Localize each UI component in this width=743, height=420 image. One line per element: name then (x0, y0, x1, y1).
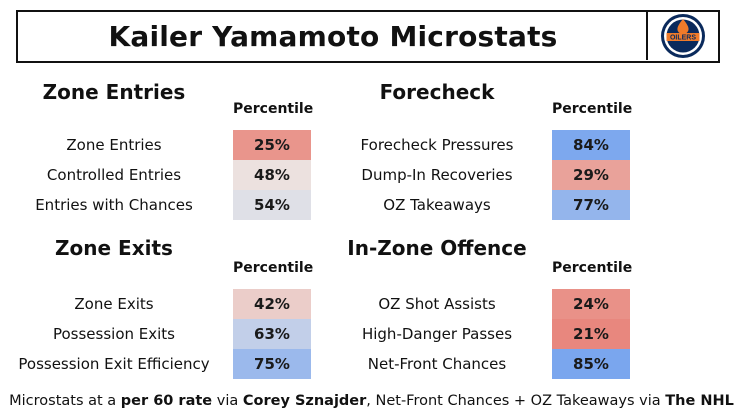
section-title: Zone Exits (55, 236, 173, 260)
team-logo: OILERS (646, 12, 718, 60)
percentile-cell: 85% (552, 349, 630, 379)
footer-rate: per 60 rate (120, 393, 213, 409)
oilers-logo-icon: OILERS (661, 14, 705, 58)
title-box: Kailer Yamamoto Microstats OILERS (16, 10, 720, 63)
page-title: Kailer Yamamoto Microstats (108, 19, 558, 53)
stat-label: OZ Shot Assists (378, 295, 496, 313)
stat-label: OZ Takeaways (383, 196, 491, 214)
percentile-header: Percentile (552, 260, 633, 276)
footer-source-nhl: The NHL (665, 393, 734, 409)
percentile-cell: 54% (233, 190, 311, 220)
footer-text-2: via (212, 393, 243, 409)
percentile-cell: 48% (233, 160, 311, 190)
percentile-cell: 29% (552, 160, 630, 190)
percentile-header: Percentile (233, 101, 314, 117)
percentile-header: Percentile (233, 260, 314, 276)
source-footer: Microstats at a per 60 rate via Corey Sz… (0, 393, 743, 409)
section-title: In-Zone Offence (347, 236, 527, 260)
footer-text-1: Microstats at a (9, 393, 121, 409)
footer-text-3: , Net-Front Chances + OZ Takeaways via (366, 393, 666, 409)
percentile-header: Percentile (552, 101, 633, 117)
stat-label: Zone Entries (66, 136, 162, 154)
footer-source-sznajder: Corey Sznajder (242, 393, 367, 409)
percentile-cell: 63% (233, 319, 311, 349)
percentile-cell: 77% (552, 190, 630, 220)
percentile-cell: 75% (233, 349, 311, 379)
percentile-cell: 21% (552, 319, 630, 349)
section-title: Forecheck (379, 80, 495, 104)
stat-label: Dump-In Recoveries (361, 166, 513, 184)
stat-label: Zone Exits (74, 295, 154, 313)
stat-label: Entries with Chances (35, 196, 193, 214)
stat-label: High-Danger Passes (361, 325, 513, 343)
stat-label: Possession Exits (52, 325, 175, 343)
stat-label: Controlled Entries (46, 166, 182, 184)
percentile-cell: 25% (233, 130, 311, 160)
stat-label: Possession Exit Efficiency (18, 355, 210, 373)
percentile-cell: 24% (552, 289, 630, 319)
percentile-cell: 84% (552, 130, 630, 160)
logo-wordmark: OILERS (670, 35, 696, 42)
percentile-cell: 42% (233, 289, 311, 319)
stat-label: Net-Front Chances (367, 355, 507, 373)
section-title: Zone Entries (42, 80, 186, 104)
stat-label: Forecheck Pressures (360, 136, 514, 154)
